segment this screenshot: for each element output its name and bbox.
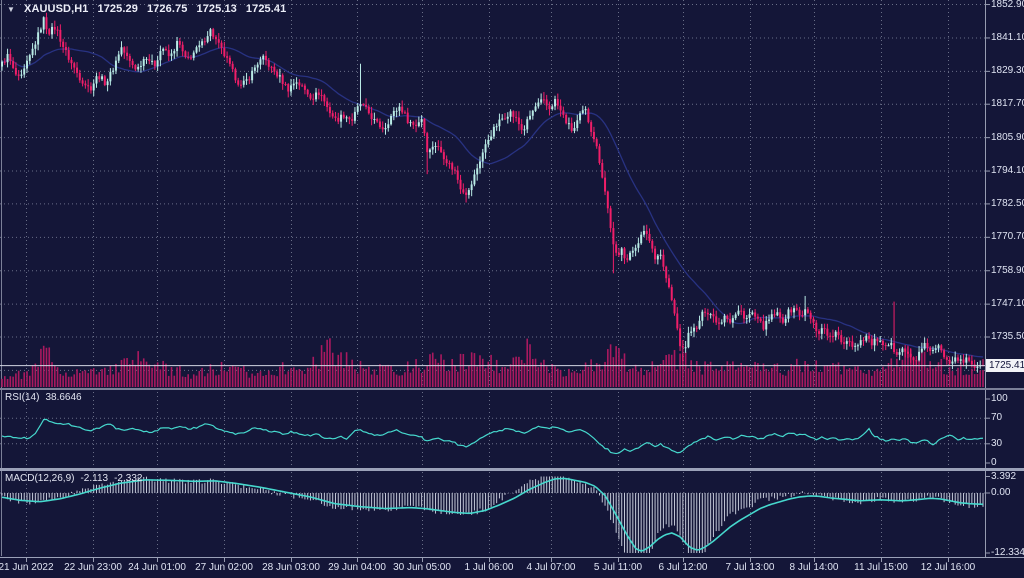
chart-title: ▼ XAUUSD,H1 1725.29 1726.75 1725.13 1725…	[7, 3, 286, 15]
symbol-dropdown-icon[interactable]: ▼	[7, 4, 16, 14]
low-value: 1725.13	[196, 3, 237, 15]
rsi-axis-label: 0	[991, 457, 997, 468]
rsi-axis-label: 30	[991, 437, 1003, 449]
time-tick-label: 24 Jun 01:00	[128, 562, 186, 573]
time-tick-label: 27 Jun 02:00	[195, 562, 253, 573]
time-axis-border	[0, 557, 1024, 558]
rsi-panel-resize-handle[interactable]	[0, 388, 1024, 390]
time-tick-label: 12 Jul 16:00	[920, 562, 976, 573]
time-tick-label: 21 Jun 2022	[0, 562, 54, 573]
time-tick-label: 28 Jun 03:00	[262, 562, 320, 573]
rsi-label: RSI(14)	[5, 392, 40, 403]
open-value: 1725.29	[97, 3, 138, 15]
price-tick-label: 1794.10	[991, 165, 1024, 177]
rsi-value: 38.6646	[45, 392, 82, 403]
price-tick-label: 1852.90	[991, 0, 1024, 10]
macd-value: -2.113	[80, 473, 109, 484]
price-tick-label: 1770.70	[991, 231, 1024, 243]
high-value: 1726.75	[146, 3, 188, 15]
rsi-axis-label: 70	[991, 412, 1003, 424]
macd-indicator-label: MACD(12,26,9) -2.113 -2.332	[5, 473, 142, 484]
macd-axis-label: -12.334	[991, 546, 1024, 558]
macd-panel-resize-handle[interactable]	[0, 468, 1024, 471]
time-tick-label: 29 Jun 04:00	[328, 562, 386, 573]
time-tick-label: 11 Jul 15:00	[854, 562, 908, 573]
price-tick-label: 1747.10	[991, 298, 1024, 310]
time-tick-label: 8 Jul 14:00	[789, 562, 839, 573]
macd-label: MACD(12,26,9)	[5, 473, 75, 484]
price-tick-label: 1817.70	[991, 98, 1024, 110]
time-tick-label: 6 Jul 12:00	[658, 562, 708, 573]
time-tick-label: 22 Jun 23:00	[64, 562, 122, 573]
close-value: 1725.41	[245, 3, 287, 15]
time-tick-label: 5 Jul 11:00	[593, 562, 643, 573]
macd-axis-label: 3.392	[991, 470, 1017, 482]
time-tick-label: 7 Jul 13:00	[725, 562, 775, 573]
rsi-axis-label: 100	[991, 393, 1008, 404]
rsi-indicator-label: RSI(14) 38.6646	[5, 392, 82, 403]
price-tick-label: 1829.30	[991, 65, 1024, 77]
macd-signal-value: -2.332	[114, 473, 143, 484]
time-tick-label: 30 Jun 05:00	[393, 562, 451, 573]
price-tick-label: 1841.10	[991, 31, 1024, 43]
price-tick-label: 1805.90	[991, 131, 1024, 143]
macd-axis-label: 0.00	[991, 487, 1011, 498]
price-tick-label: 1758.90	[991, 264, 1024, 276]
current-price-badge: 1725.41	[986, 358, 1024, 372]
price-tick-label: 1735.50	[991, 331, 1024, 342]
time-tick-label: 1 Jul 06:00	[464, 562, 514, 573]
time-tick-label: 4 Jul 07:00	[526, 562, 576, 573]
symbol-timeframe-label: XAUUSD,H1	[24, 3, 89, 15]
price-tick-label: 1782.50	[991, 197, 1024, 209]
